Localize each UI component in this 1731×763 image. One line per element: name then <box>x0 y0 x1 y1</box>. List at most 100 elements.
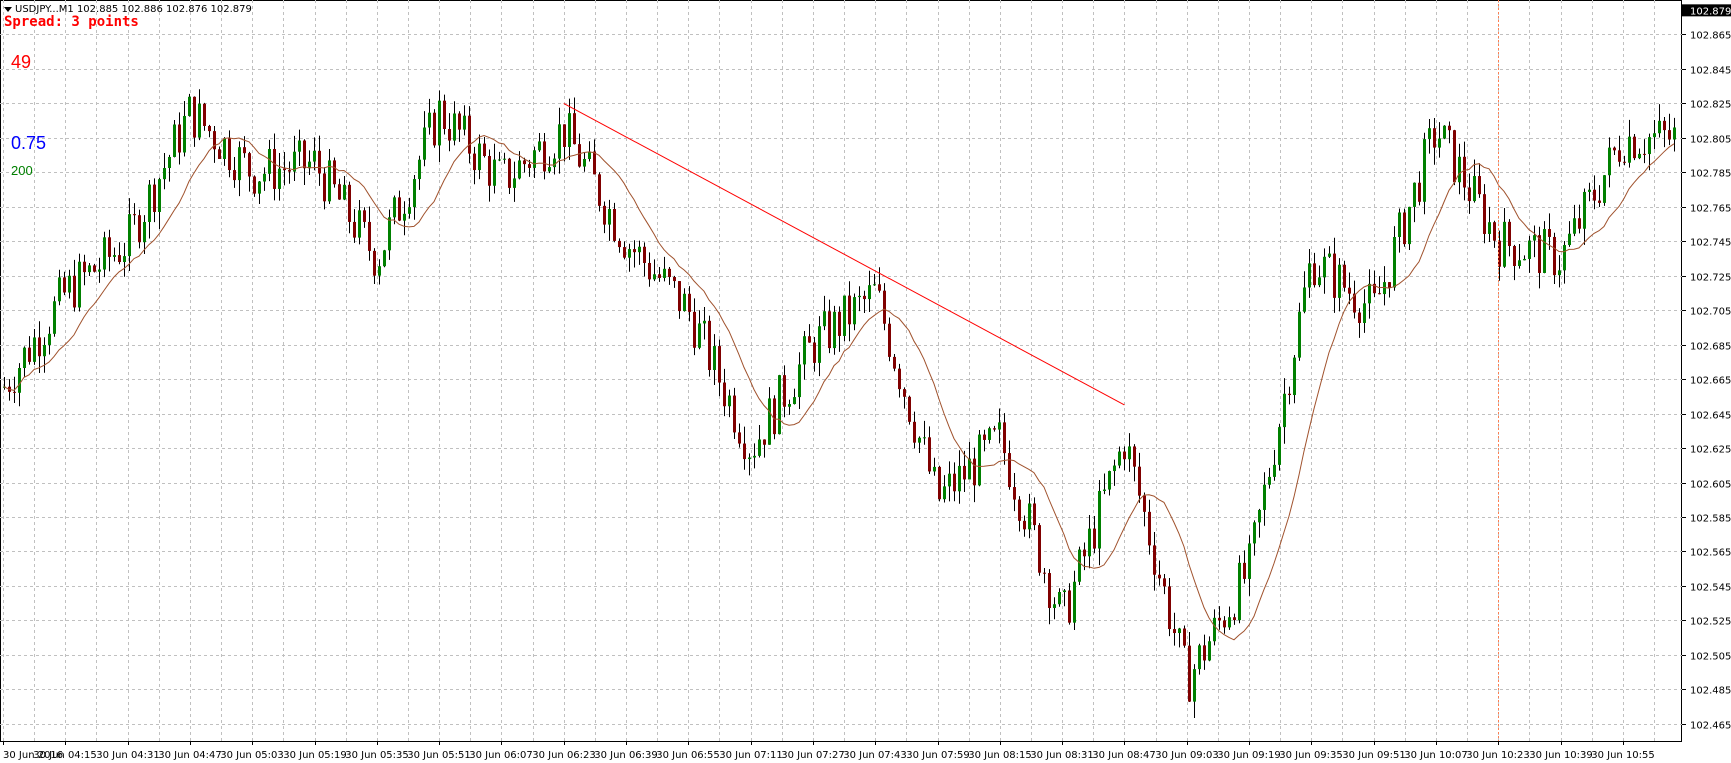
trendline[interactable] <box>563 102 1125 406</box>
bull-candle <box>933 466 936 472</box>
bull-candle <box>683 293 686 312</box>
bear-candle <box>1478 176 1481 195</box>
bull-candle <box>583 158 586 167</box>
bear-candle <box>973 458 976 486</box>
bear-candle <box>323 173 326 202</box>
bull-candle <box>1523 258 1526 261</box>
bull-candle <box>1318 277 1321 286</box>
price-tick-label: 102.645 <box>1690 411 1731 422</box>
bear-candle <box>193 96 196 138</box>
bull-candle <box>18 368 21 393</box>
bear-candle <box>398 197 401 221</box>
bull-candle <box>663 268 666 278</box>
bear-candle <box>648 262 651 280</box>
bull-candle <box>223 138 226 159</box>
bull-candle <box>918 437 921 443</box>
bear-candle <box>433 112 436 146</box>
time-tick-label: 30 Jun 07:27 <box>781 750 845 761</box>
bear-candle <box>483 143 486 156</box>
bear-candle <box>1498 240 1501 267</box>
bull-candle <box>843 295 846 336</box>
bull-candle <box>833 311 836 349</box>
bear-candle <box>228 138 231 171</box>
bull-candle <box>173 124 176 157</box>
bear-candle <box>368 221 371 251</box>
bear-candle <box>1348 287 1351 294</box>
bear-candle <box>598 174 601 206</box>
bear-candle <box>108 237 111 257</box>
bull-candle <box>88 265 91 273</box>
bull-candle <box>1438 138 1441 148</box>
bull-candle <box>1393 237 1396 288</box>
bull-candle <box>358 210 361 238</box>
bull-candle <box>1328 253 1331 257</box>
bull-candle <box>1128 446 1131 460</box>
bull-candle <box>713 346 716 370</box>
bull-candle <box>1568 233 1571 246</box>
bull-candle <box>403 213 406 221</box>
bull-candle <box>78 261 81 308</box>
bull-candle <box>1543 229 1546 273</box>
bull-candle <box>143 221 146 243</box>
bull-candle <box>1383 282 1386 295</box>
bull-candle <box>1398 212 1401 238</box>
bull-candle <box>1273 464 1276 477</box>
bull-candle <box>378 266 381 276</box>
bear-candle <box>1388 282 1391 288</box>
bull-candle <box>313 150 316 162</box>
bull-candle <box>703 320 706 324</box>
bear-candle <box>373 250 376 276</box>
price-tick-label: 102.545 <box>1690 583 1731 594</box>
bull-candle <box>758 439 761 456</box>
time-tick-label: 30 Jun 06:39 <box>594 750 658 761</box>
time-tick-label: 30 Jun 04:47 <box>158 750 222 761</box>
bear-candle <box>1223 620 1226 628</box>
bear-candle <box>718 346 721 383</box>
bear-candle <box>1043 572 1046 574</box>
bear-candle <box>1013 487 1016 500</box>
time-tick-label: 30 Jun 06:07 <box>469 750 533 761</box>
bull-candle <box>793 397 796 405</box>
dropdown-triangle-icon[interactable] <box>4 6 12 12</box>
bull-candle <box>263 173 266 182</box>
bear-candle <box>1353 293 1356 313</box>
bull-candle <box>1473 176 1476 202</box>
bull-candle <box>53 301 56 334</box>
bull-candle <box>1178 628 1181 634</box>
bear-candle <box>208 125 211 132</box>
bear-candle <box>938 466 941 500</box>
bear-candle <box>448 129 451 141</box>
time-tick-label: 30 Jun 2016 <box>3 750 63 761</box>
time-tick-label: 30 Jun 05:19 <box>283 750 347 761</box>
bear-candle <box>458 113 461 130</box>
bear-candle <box>1508 221 1511 247</box>
bear-candle <box>1023 520 1026 530</box>
bear-candle <box>28 347 31 362</box>
plot-frame <box>0 0 1682 742</box>
bear-candle <box>1288 393 1291 396</box>
bear-candle <box>1453 130 1456 183</box>
bear-candle <box>243 147 246 154</box>
bear-candle <box>1513 246 1516 267</box>
bull-candle <box>858 295 861 298</box>
bull-candle <box>1573 218 1576 234</box>
bear-candle <box>1008 453 1011 488</box>
bull-candle <box>788 404 791 407</box>
bull-candle <box>1028 503 1031 530</box>
bull-candle <box>1363 303 1366 323</box>
counter-label: 49 <box>11 52 32 72</box>
bear-candle <box>863 295 866 300</box>
bull-candle <box>198 103 201 138</box>
bear-candle <box>733 395 736 433</box>
bear-candle <box>1333 253 1336 298</box>
bull-candle <box>168 156 171 169</box>
bear-candle <box>363 210 366 222</box>
bull-candle <box>698 323 701 348</box>
bear-candle <box>593 151 596 175</box>
bear-candle <box>678 281 681 312</box>
bear-candle <box>658 274 661 278</box>
time-tick-label: 30 Jun 05:35 <box>345 750 409 761</box>
bull-candle <box>943 486 946 500</box>
bear-candle <box>1538 235 1541 273</box>
